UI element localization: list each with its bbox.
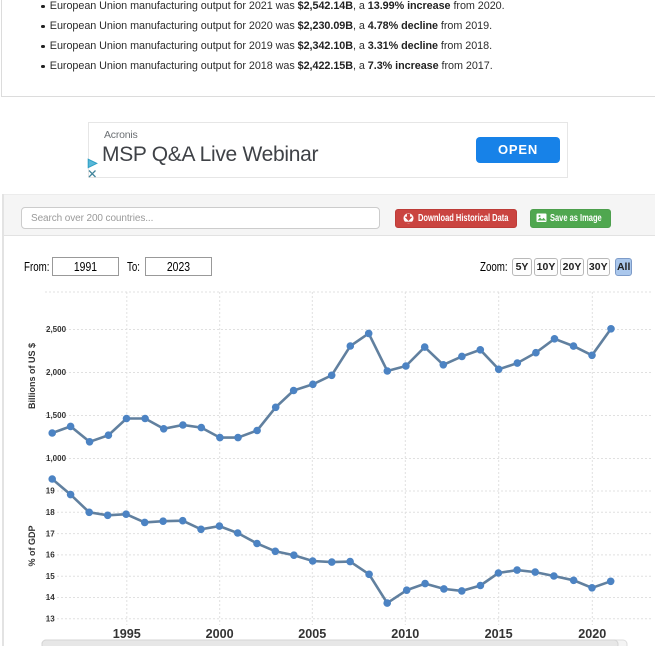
svg-text:2020: 2020 <box>578 627 606 641</box>
svg-text:Billions of US $: Billions of US $ <box>27 343 37 409</box>
svg-text:13: 13 <box>46 615 55 624</box>
svg-text:15: 15 <box>46 572 55 581</box>
svg-text:% of GDP: % of GDP <box>27 525 37 566</box>
svg-text:14: 14 <box>46 593 55 602</box>
svg-text:16: 16 <box>46 551 55 560</box>
svg-text:1,000: 1,000 <box>46 454 67 463</box>
svg-text:2010: 2010 <box>391 627 419 641</box>
svg-text:2005: 2005 <box>298 627 326 641</box>
svg-text:19: 19 <box>46 487 55 496</box>
svg-text:17: 17 <box>46 529 55 538</box>
svg-text:1,500: 1,500 <box>46 411 67 420</box>
svg-text:2000: 2000 <box>206 627 234 641</box>
svg-text:18: 18 <box>46 508 55 517</box>
svg-text:2015: 2015 <box>485 627 513 641</box>
svg-text:2,000: 2,000 <box>46 368 67 377</box>
svg-text:2,500: 2,500 <box>46 325 67 334</box>
svg-text:1995: 1995 <box>113 627 141 641</box>
